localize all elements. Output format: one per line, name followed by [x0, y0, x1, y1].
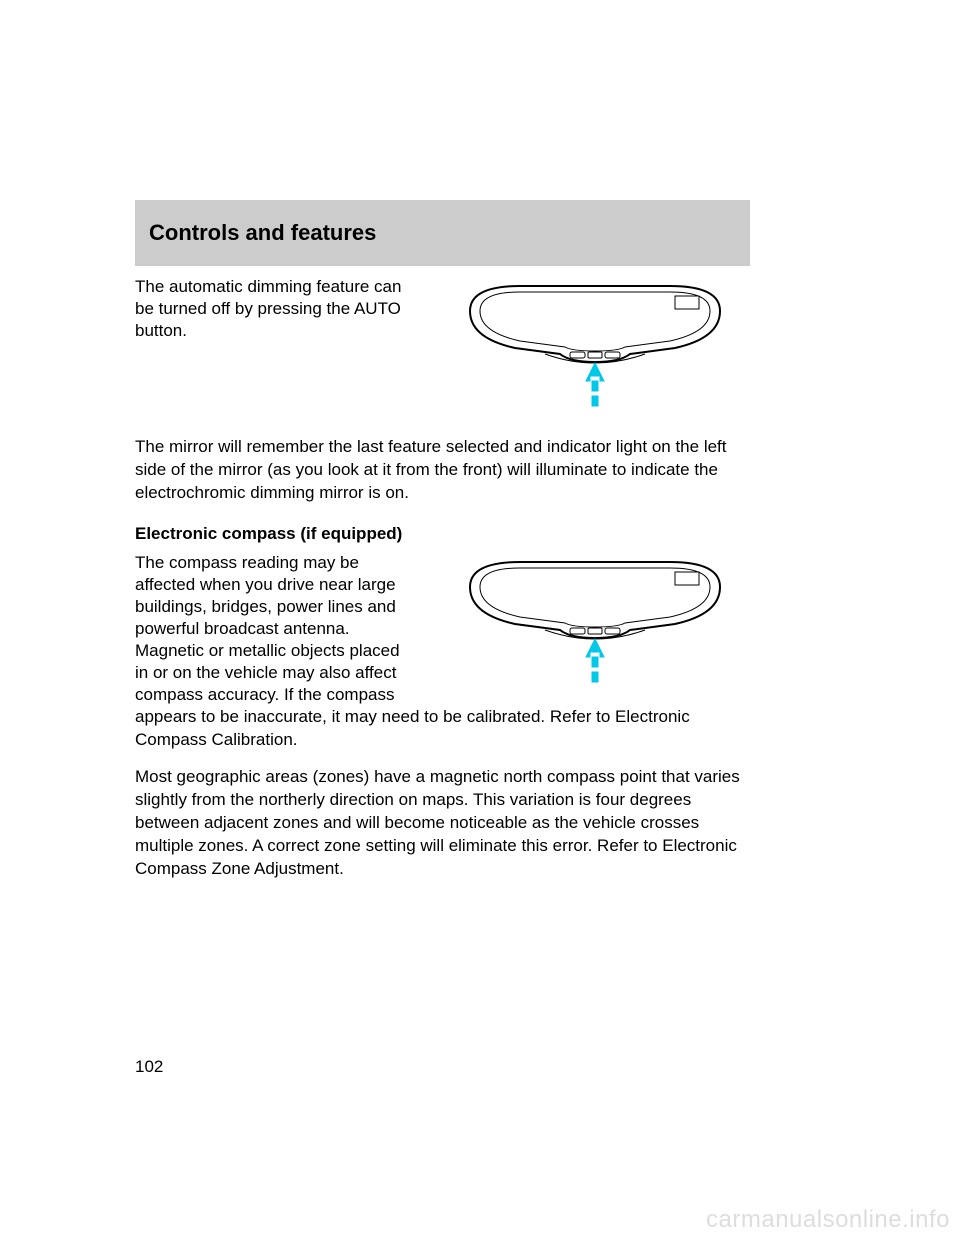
- section-header-title: Controls and features: [149, 220, 376, 246]
- section-1-text: The automatic dimming feature can be tur…: [135, 276, 445, 342]
- s1-line3: button.: [135, 320, 445, 342]
- watermark-text: carmanualsonline.info: [706, 1206, 950, 1234]
- mirror-diagram-1: [450, 276, 740, 426]
- s2-full-para: appears to be inaccurate, it may need to…: [135, 706, 750, 752]
- s2-line3: buildings, bridges, power lines and: [135, 596, 445, 618]
- s2-line6: in or on the vehicle may also affect: [135, 662, 445, 684]
- s2-para2: Most geographic areas (zones) have a mag…: [135, 766, 750, 881]
- section-2-text: The compass reading may be affected when…: [135, 552, 445, 707]
- mirror-diagram-2: [450, 552, 740, 702]
- section-2-row: The compass reading may be affected when…: [135, 552, 750, 707]
- s2-heading: Electronic compass (if equipped): [135, 523, 750, 546]
- s2-line4: powerful broadcast antenna.: [135, 618, 445, 640]
- arrow-indicator-1: [586, 363, 604, 406]
- s2-line5: Magnetic or metallic objects placed: [135, 640, 445, 662]
- s1-full-para: The mirror will remember the last featur…: [135, 436, 750, 505]
- s2-line1: The compass reading may be: [135, 552, 445, 574]
- s2-line2: affected when you drive near large: [135, 574, 445, 596]
- section-header-band: Controls and features: [135, 200, 750, 266]
- s2-line7: compass accuracy. If the compass: [135, 684, 445, 706]
- section-1-row: The automatic dimming feature can be tur…: [135, 276, 750, 426]
- figure-1: [445, 276, 745, 426]
- s1-line1: The automatic dimming feature can: [135, 276, 445, 298]
- figure-2: [445, 552, 745, 702]
- page-container: Controls and features The automatic dimm…: [135, 200, 750, 881]
- arrow-indicator-2: [586, 639, 604, 682]
- s1-line2: be turned off by pressing the AUTO: [135, 298, 445, 320]
- page-number: 102: [135, 1057, 163, 1077]
